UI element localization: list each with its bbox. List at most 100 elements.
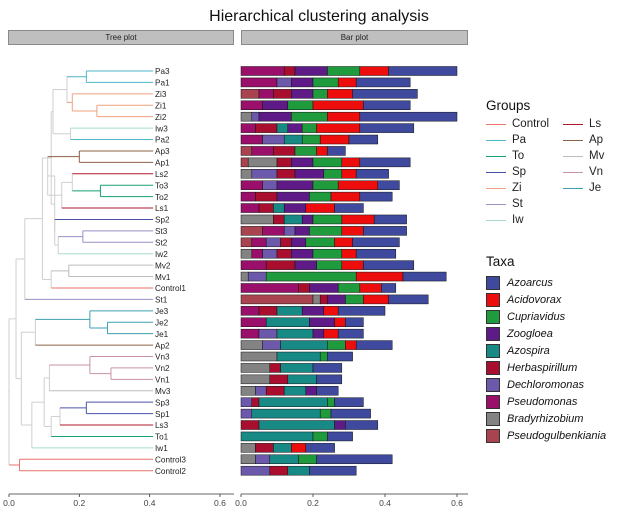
- bar-segment: [359, 123, 415, 133]
- bar-segment: [265, 237, 281, 248]
- sample-label: St1: [155, 296, 168, 305]
- bar-segment: [294, 260, 317, 270]
- bar-segment: [269, 454, 299, 465]
- bar-segment: [258, 111, 292, 122]
- sample-label: Iw1: [155, 444, 168, 453]
- sample-label: Mv1: [155, 273, 171, 282]
- bar-segment: [240, 465, 271, 476]
- sample-label: Ap3: [155, 147, 170, 156]
- group-line-key: [486, 219, 506, 221]
- sample-label: Pa2: [155, 136, 170, 145]
- bar-segment: [334, 203, 364, 213]
- bar-segment: [402, 271, 447, 282]
- bar-segment: [262, 340, 281, 350]
- bar-segment: [273, 146, 296, 156]
- bar-segment: [337, 180, 379, 190]
- taxa-legend-item: Bradyrhizobium: [486, 411, 636, 428]
- sample-label: Control3: [155, 455, 186, 464]
- bar-axis-tick-label: 0.2: [307, 498, 319, 508]
- bar-segment: [240, 226, 263, 236]
- bar-segment: [240, 169, 253, 179]
- sample-label: To3: [155, 181, 169, 190]
- bar-segment: [345, 294, 364, 305]
- bar-segment: [309, 226, 343, 236]
- taxa-color-swatch: [486, 429, 500, 444]
- bar-segment: [355, 340, 393, 350]
- bar-segment: [251, 111, 260, 122]
- taxa-legend-title: Taxa: [486, 254, 515, 269]
- bar-segment: [280, 340, 328, 350]
- bar-segment: [345, 340, 357, 350]
- bar-segment: [240, 66, 285, 76]
- bar-segment: [240, 306, 260, 316]
- bar-segment: [251, 169, 278, 179]
- taxa-legend-label: Bradyrhizobium: [507, 413, 584, 426]
- bar-segment: [276, 180, 314, 190]
- bar-segment: [240, 283, 299, 293]
- group-legend-label: Ap: [589, 134, 604, 146]
- bar-segment: [262, 180, 278, 190]
- bar-segment: [355, 169, 389, 179]
- bar-segment: [258, 397, 328, 407]
- taxa-legend-label: Dechloromonas: [507, 379, 585, 392]
- bar-segment: [240, 214, 274, 225]
- bar-segment: [355, 77, 411, 88]
- bar-segment: [247, 157, 278, 168]
- taxa-legend-label: Azoarcus: [507, 276, 553, 289]
- bar-segment: [283, 226, 296, 236]
- bar-segment: [312, 328, 325, 339]
- bar-segment: [276, 191, 310, 202]
- group-line-key: [486, 123, 506, 125]
- bar-segment: [255, 386, 267, 396]
- sample-label: St3: [155, 227, 168, 236]
- group-legend-label: Mv: [589, 150, 605, 162]
- taxa-legend-label: Azospira: [507, 344, 550, 357]
- bar-segment: [301, 306, 325, 316]
- bar-segment: [334, 420, 346, 430]
- bar-segment: [323, 328, 339, 339]
- bar-segment: [312, 248, 343, 259]
- sample-label: Zi1: [155, 101, 167, 110]
- groups-legend-column-2: Ls Ap Mv Vn Je: [563, 116, 604, 196]
- bar-segment: [291, 77, 314, 88]
- bar-segment: [312, 157, 343, 168]
- bar-segment: [265, 317, 310, 327]
- bar-segment: [330, 191, 361, 202]
- bar-segment: [341, 214, 375, 225]
- bar-segment: [316, 386, 339, 396]
- bar-segment: [352, 89, 418, 99]
- bar-segment: [334, 397, 364, 407]
- group-line-key: [486, 187, 506, 189]
- group-legend-label: Pa: [512, 134, 527, 146]
- taxa-legend-list: Azoarcus Acidovorax Cupriavidus Zoogloea Azo…: [486, 274, 636, 445]
- bar-segment: [276, 77, 292, 88]
- bar-segment: [240, 260, 267, 270]
- bar-segment: [255, 123, 278, 133]
- chart-title: Hierarchical clustering analysis: [209, 8, 429, 25]
- tree-axis-tick-label: 0.2: [73, 498, 85, 508]
- bar-segment: [240, 77, 278, 88]
- bar-segment: [247, 271, 267, 282]
- group-legend-label: Je: [589, 182, 602, 194]
- sample-label: Zi3: [155, 90, 167, 99]
- bar-segment: [280, 237, 292, 248]
- bar-segment: [287, 100, 314, 111]
- bar-segment: [312, 431, 328, 442]
- bar-segment: [327, 66, 361, 76]
- taxa-legend-item: Azoarcus: [486, 274, 636, 291]
- bar-segment: [269, 374, 289, 385]
- group-legend-item: To: [486, 148, 549, 164]
- sample-label: Ls2: [155, 170, 169, 179]
- bar-segment: [240, 363, 271, 373]
- group-legend-item: Je: [563, 180, 604, 196]
- bar-segment: [359, 283, 382, 293]
- bar-segment: [265, 386, 285, 396]
- bar-segment: [359, 66, 389, 76]
- bar-segment: [258, 203, 274, 213]
- group-legend-label: Vn: [589, 166, 604, 178]
- sample-label: Je1: [155, 330, 169, 339]
- bar-segment: [377, 180, 400, 190]
- bar-panel-header: Bar plot: [241, 30, 468, 45]
- taxa-legend: Taxa Azoarcus Acidovorax Cupriavidus Zooglo…: [486, 254, 606, 444]
- taxa-color-swatch: [486, 412, 500, 427]
